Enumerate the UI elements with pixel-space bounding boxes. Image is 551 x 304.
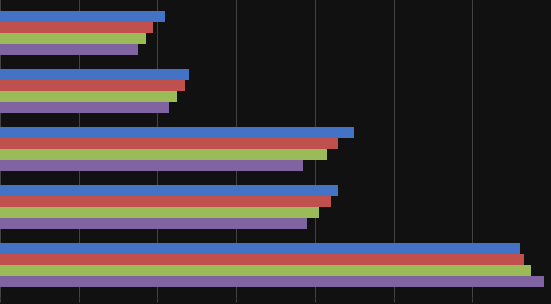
Bar [0, 69, 189, 80]
Bar [0, 264, 531, 276]
Bar [0, 11, 165, 22]
Bar [0, 160, 303, 171]
Bar [0, 254, 524, 264]
Bar [0, 22, 154, 33]
Bar [0, 185, 338, 196]
Bar [0, 44, 138, 55]
Bar [0, 276, 544, 287]
Bar [0, 196, 331, 207]
Bar [0, 33, 145, 44]
Bar [0, 207, 319, 218]
Bar [0, 149, 327, 160]
Bar [0, 218, 307, 229]
Bar [0, 243, 520, 254]
Bar [0, 138, 338, 149]
Bar [0, 127, 354, 138]
Bar [0, 91, 177, 102]
Bar [0, 80, 185, 91]
Bar [0, 102, 169, 113]
